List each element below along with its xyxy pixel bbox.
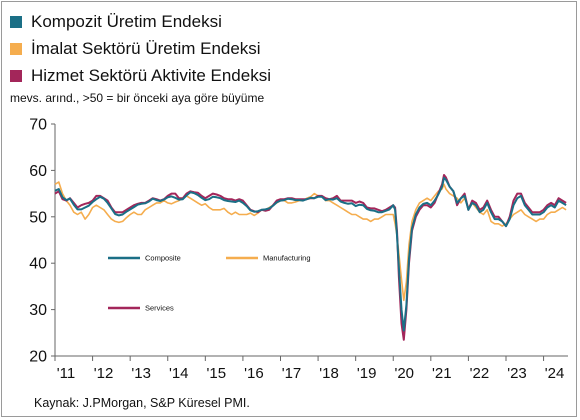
x-tick-label: '24 — [545, 365, 565, 382]
x-tick-label: '23 — [507, 365, 527, 382]
x-tick-label: '21 — [432, 365, 452, 382]
legend-label-services: Hizmet Sektörü Aktivite Endeksi — [31, 65, 271, 85]
y-tick-label: 60 — [29, 163, 47, 180]
y-tick-label: 40 — [29, 256, 47, 273]
x-tick-label: '17 — [282, 365, 302, 382]
x-tick-label: '19 — [357, 365, 377, 382]
legend-label-composite: Kompozit Üretim Endeksi — [31, 11, 222, 31]
x-tick-label: '20 — [394, 365, 414, 382]
x-tick-label: '16 — [244, 365, 264, 382]
y-tick-label: 70 — [29, 117, 47, 134]
x-tick-label: '13 — [131, 365, 151, 382]
legend-item-manufacturing: İmalat Sektörü Üretim Endeksi — [10, 35, 271, 62]
legend-swatch-manufacturing — [10, 42, 22, 55]
legend-item-composite: Kompozit Üretim Endeksi — [10, 8, 271, 35]
series-line-composite — [54, 176, 567, 332]
inner-legend-label-manufacturing: Manufacturing — [263, 254, 311, 263]
x-tick-label: '14 — [169, 365, 189, 382]
y-tick-label: 30 — [29, 302, 47, 319]
x-tick-label: '11 — [57, 365, 75, 382]
x-tick-label: '18 — [319, 365, 339, 382]
x-tick-label: '12 — [94, 365, 114, 382]
chart-subtitle: mevs. arınd., >50 = bir önceki aya göre … — [10, 91, 265, 105]
y-tick-label: 20 — [29, 349, 47, 366]
top-legend: Kompozit Üretim Endeksi İmalat Sektörü Ü… — [10, 8, 271, 89]
legend-swatch-services — [10, 69, 22, 82]
y-tick-label: 50 — [29, 209, 47, 226]
legend-label-manufacturing: İmalat Sektörü Üretim Endeksi — [31, 38, 261, 58]
source-note: Kaynak: J.PMorgan, S&P Küresel PMI. — [34, 396, 250, 410]
series-line-manufacturing — [54, 181, 567, 302]
x-tick-label: '15 — [207, 365, 227, 382]
x-tick-label: '22 — [470, 365, 490, 382]
inner-legend-label-composite: Composite — [145, 254, 181, 263]
legend-item-services: Hizmet Sektörü Aktivite Endeksi — [10, 62, 271, 89]
legend-swatch-composite — [10, 15, 22, 28]
inner-legend-label-services: Services — [145, 304, 174, 313]
